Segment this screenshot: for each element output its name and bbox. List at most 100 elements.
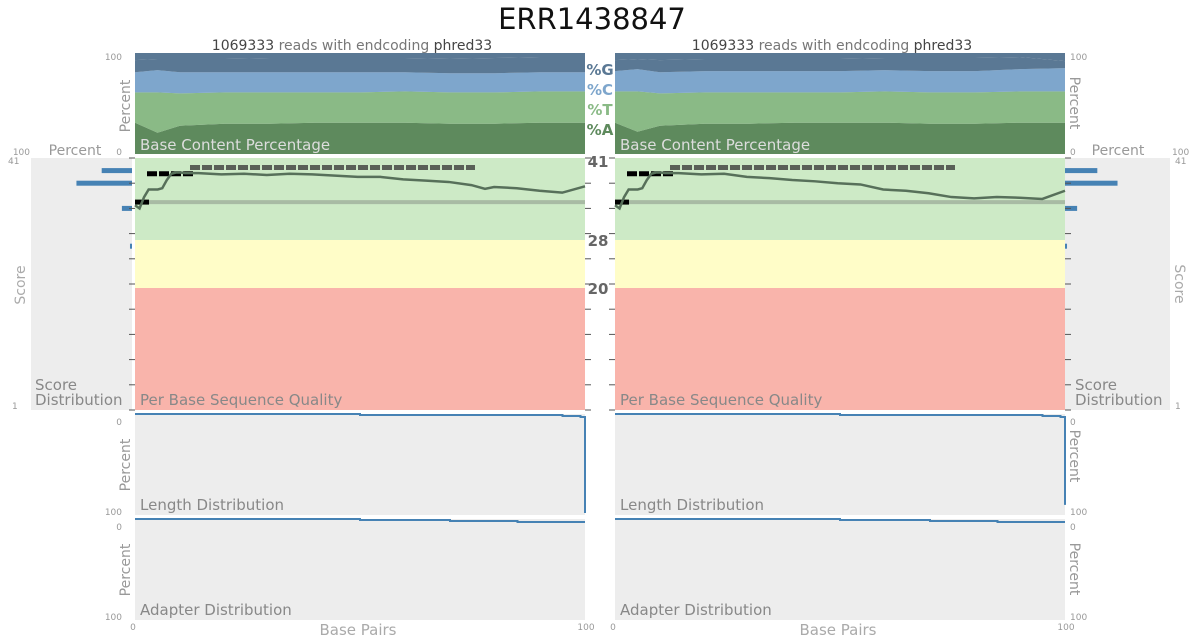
score-dist-title-left-2: Distribution: [35, 391, 123, 409]
area-a: [615, 122, 1065, 154]
tick-x-end-left: 100: [577, 623, 594, 633]
quality-zone-good-right: [615, 158, 1065, 240]
length-panel-right: [615, 414, 1065, 515]
tick-x-end-right: 100: [1057, 623, 1074, 633]
score-bar: [1065, 205, 1078, 211]
reads-header-left: 1069333 reads with endcoding phred33: [212, 38, 492, 54]
base-content-title-left: Base Content Percentage: [140, 136, 330, 154]
threshold-20: 20: [588, 280, 609, 298]
score-bar: [121, 205, 132, 211]
score-bar: [76, 180, 132, 186]
score-bar: [101, 168, 132, 174]
distribution-line: [135, 518, 585, 524]
score-dist-title-right-2: Distribution: [1075, 391, 1163, 409]
axis-ticks: [129, 157, 1071, 411]
area-g-upper: [615, 53, 1065, 62]
encoding-left: phred33: [434, 38, 493, 54]
score-distribution-chart-left: [76, 168, 132, 249]
distribution-line: [615, 413, 1066, 505]
legend-g: %G: [586, 61, 613, 79]
threshold-28: 28: [588, 232, 609, 250]
read-count-left: 1069333: [212, 38, 274, 54]
tick-score-max-right: 41: [1175, 157, 1186, 167]
base-content-title-right: Base Content Percentage: [620, 136, 810, 154]
report-title: ERR1438847: [498, 2, 686, 36]
adapter-panel-left: [135, 519, 585, 620]
tick-pct-top-left: 100: [105, 53, 122, 63]
area-g-upper: [135, 53, 585, 61]
tick-ad-bottom-left: 100: [105, 613, 122, 623]
quality-zone-bad-left: [135, 288, 585, 410]
ylabel-adapter-right: Percent: [1066, 543, 1082, 596]
score-distribution-panel-left: [31, 158, 132, 410]
ylabel-length-left: Percent: [118, 438, 134, 491]
threshold-41: 41: [588, 153, 609, 171]
quality-chart-right: [614, 164, 1066, 211]
score-bar: [1065, 180, 1118, 186]
tick-x-start-right: 0: [610, 623, 616, 633]
score-bar: [1065, 168, 1098, 174]
area-t: [615, 91, 1065, 132]
adapter-title-left: Adapter Distribution: [140, 601, 292, 619]
tick-ad-top-right: 0: [1070, 523, 1076, 533]
area-a: [135, 122, 585, 154]
tick-len-top-right: 0: [1070, 418, 1076, 428]
reads-text-right: reads with endcoding: [759, 38, 910, 54]
reads-text-left: reads with endcoding: [279, 38, 430, 54]
base-content-chart-right: [615, 53, 1065, 154]
tick-len-bottom-left: 100: [105, 508, 122, 518]
tick-pct-bottom-left: 0: [116, 148, 122, 158]
reads-header-right: 1069333 reads with endcoding phred33: [692, 38, 972, 54]
quality-chart-left: [134, 164, 586, 211]
score-distribution-chart-right: [1065, 168, 1118, 249]
adapter-title-right: Adapter Distribution: [620, 601, 772, 619]
area-c: [135, 70, 585, 94]
tick-score-dist-pct-right: 100: [1172, 148, 1189, 158]
base-content-chart-left: [135, 53, 585, 154]
encoding-right: phred33: [914, 38, 973, 54]
tick-score-max-left: 41: [8, 157, 19, 167]
length-chart-left: [135, 413, 586, 513]
length-title-right: Length Distribution: [620, 496, 764, 514]
tick-score-min-right: 1: [1175, 402, 1181, 412]
quality-title-left: Per Base Sequence Quality: [140, 391, 342, 409]
mean-quality-line: [134, 171, 586, 211]
legend-a: %A: [587, 121, 614, 139]
quality-title-right: Per Base Sequence Quality: [620, 391, 822, 409]
read-count-right: 1069333: [692, 38, 754, 54]
legend-t: %T: [587, 101, 613, 119]
xlabel-base-pairs-left: Base Pairs: [319, 621, 396, 639]
score-distribution-panel-right: [1065, 158, 1170, 410]
adapter-panel-right: [615, 519, 1065, 620]
ylabel-base-right: Percent: [1066, 77, 1082, 130]
tick-pct-bottom-right: 0: [1070, 148, 1076, 158]
legend-c: %C: [587, 81, 613, 99]
quality-zone-ok-left: [135, 240, 585, 288]
mean-quality-line: [614, 171, 1066, 211]
adapter-chart-left: [135, 518, 585, 524]
tick-len-top-left: 0: [116, 418, 122, 428]
quality-zone-bad-right: [615, 288, 1065, 410]
tick-score-dist-pct-left: 100: [13, 148, 30, 158]
ylabel-length-right: Percent: [1066, 430, 1082, 483]
xlabel-score-left: Percent: [49, 143, 102, 159]
quality-zone-ok-right: [615, 240, 1065, 288]
ylabel-adapter-left: Percent: [118, 543, 134, 596]
tick-score-min-left: 1: [12, 402, 18, 412]
quality-zone-good-left: [135, 158, 585, 240]
area-g: [135, 57, 585, 74]
adapter-chart-right: [615, 518, 1065, 524]
length-panel-left: [135, 414, 585, 515]
area-c: [615, 68, 1065, 94]
xlabel-base-pairs-right: Base Pairs: [799, 621, 876, 639]
area-t: [135, 91, 585, 133]
score-dist-title-right-1: Score: [1075, 376, 1117, 394]
area-g: [615, 57, 1065, 73]
tick-pct-top-right: 100: [1070, 53, 1087, 63]
length-title-left: Length Distribution: [140, 496, 284, 514]
ylabel-score-left: Score: [13, 265, 29, 304]
tick-len-bottom-right: 100: [1070, 508, 1087, 518]
score-dist-title-left-1: Score: [35, 376, 77, 394]
ylabel-base-left: Percent: [118, 79, 134, 132]
